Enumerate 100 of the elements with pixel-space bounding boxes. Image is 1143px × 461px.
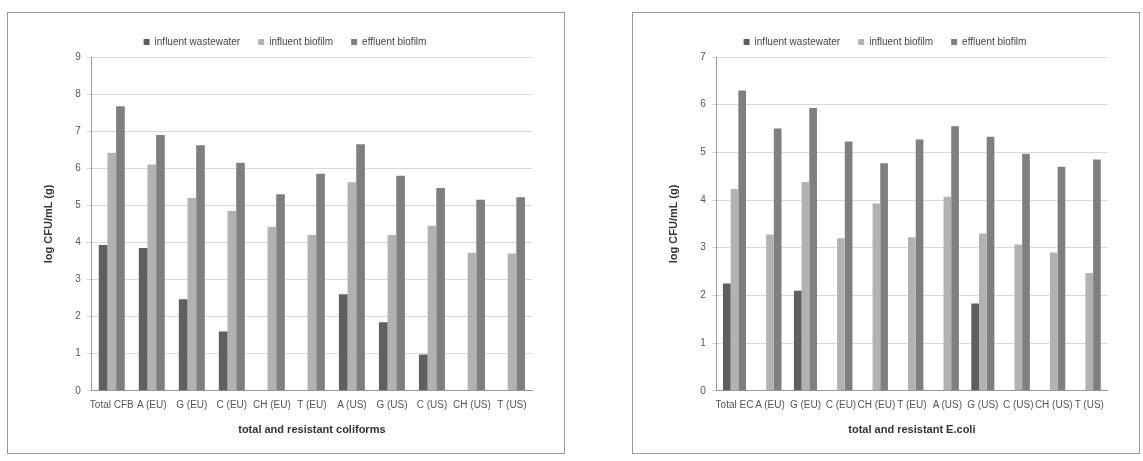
x-tick-label: Total EC (715, 398, 754, 410)
y-tick-label: 1 (700, 336, 707, 348)
bar (196, 145, 205, 391)
x-tick-label: A (US) (932, 398, 963, 410)
y-tick-label: 8 (75, 87, 82, 99)
y-tick-label: 7 (75, 124, 82, 136)
y-tick-label: 0 (75, 384, 82, 396)
x-axis-title: total and resistant E.coli (848, 423, 976, 436)
bar (766, 234, 774, 391)
x-tick-label: G (EU) (789, 398, 822, 410)
x-tick-label: C (US) (416, 398, 448, 410)
x-tick-label: C (US) (1003, 398, 1034, 410)
bar (178, 299, 188, 391)
bar (347, 182, 357, 391)
legend-label: effluent biofilm (362, 35, 427, 47)
x-tick-label: T (EU) (297, 398, 327, 410)
bar (1049, 252, 1058, 391)
bar (307, 235, 317, 391)
x-tick-label: C (EU) (825, 398, 857, 410)
bar (227, 210, 237, 391)
bar (943, 196, 952, 391)
x-tick-label: G (US) (376, 398, 408, 410)
bar (986, 136, 995, 391)
bar (427, 225, 437, 391)
bar (872, 203, 881, 391)
bar (316, 173, 325, 391)
y-tick-label: 0 (700, 384, 707, 396)
x-tick-label: A (EU) (755, 398, 785, 410)
bar (880, 163, 888, 391)
bar (147, 164, 157, 391)
x-tick-label: G (US) (967, 398, 999, 410)
x-tick-label: A (US) (337, 398, 367, 410)
y-tick-label: 2 (75, 310, 82, 322)
x-tick-label: Total CFB (89, 398, 135, 410)
bar (267, 226, 277, 391)
bar (187, 197, 197, 391)
bar (722, 283, 731, 391)
bar (951, 126, 959, 391)
legend-label: influent biofilm (869, 35, 934, 47)
bar (98, 245, 108, 391)
x-tick-label: A (EU) (137, 398, 167, 410)
x-tick-label: C (EU) (216, 398, 248, 410)
y-tick-label: 5 (75, 199, 82, 211)
bar (738, 90, 747, 391)
bar (773, 128, 782, 391)
x-tick-label: T (US) (1074, 398, 1104, 410)
bar (418, 354, 428, 391)
legend-label: influent biofilm (269, 35, 334, 47)
bar (1022, 153, 1030, 391)
bar (218, 331, 228, 391)
x-tick-label: CH (EU) (252, 398, 291, 410)
x-tick-label: CH (US) (453, 398, 491, 410)
x-tick-label: T (US) (497, 398, 527, 410)
y-tick-label: 6 (75, 162, 82, 174)
bar (1014, 244, 1023, 391)
bar (1093, 159, 1101, 391)
bar (837, 238, 845, 391)
y-tick-label: 2 (700, 289, 707, 301)
x-tick-label: G (EU) (176, 398, 208, 410)
x-axis-title: total and resistant coliforms (238, 423, 386, 436)
bar (971, 303, 979, 391)
bar (107, 152, 117, 391)
y-tick-label: 9 (75, 50, 82, 62)
bar (396, 175, 405, 391)
y-tick-label: 1 (75, 347, 82, 359)
bar (809, 108, 817, 391)
legend-label: influent wastewater (754, 35, 841, 47)
y-tick-label: 5 (700, 146, 707, 158)
bar (1057, 166, 1066, 391)
x-tick-label: T (EU) (897, 398, 927, 410)
bar (507, 253, 517, 391)
bar (338, 294, 348, 391)
bar (516, 197, 525, 391)
bar (730, 189, 739, 391)
bar (387, 235, 397, 391)
bar (476, 199, 485, 391)
y-tick-label: 6 (700, 98, 707, 110)
bar (378, 322, 388, 391)
legend-label: effluent biofilm (962, 35, 1027, 47)
bar (236, 162, 245, 391)
bar (467, 252, 477, 391)
bar (978, 233, 987, 391)
bar (276, 194, 285, 391)
bar (908, 237, 916, 391)
y-tick-label: 7 (700, 50, 707, 62)
legend-label: influent wastewater (154, 35, 241, 47)
bar (138, 248, 148, 391)
bar (793, 290, 802, 391)
bar (156, 134, 165, 391)
y-tick-label: 4 (75, 236, 82, 248)
y-tick-label: 3 (700, 241, 707, 253)
x-tick-label: CH (US) (1034, 398, 1073, 410)
x-tick-label: CH (EU) (857, 398, 896, 410)
bar (116, 106, 125, 391)
y-tick-label: 4 (700, 193, 707, 205)
bar (1085, 273, 1094, 391)
y-axis-title: log CFU/mL (g) (41, 184, 54, 264)
bar (801, 181, 810, 391)
bar (844, 141, 853, 391)
bar (915, 139, 924, 391)
